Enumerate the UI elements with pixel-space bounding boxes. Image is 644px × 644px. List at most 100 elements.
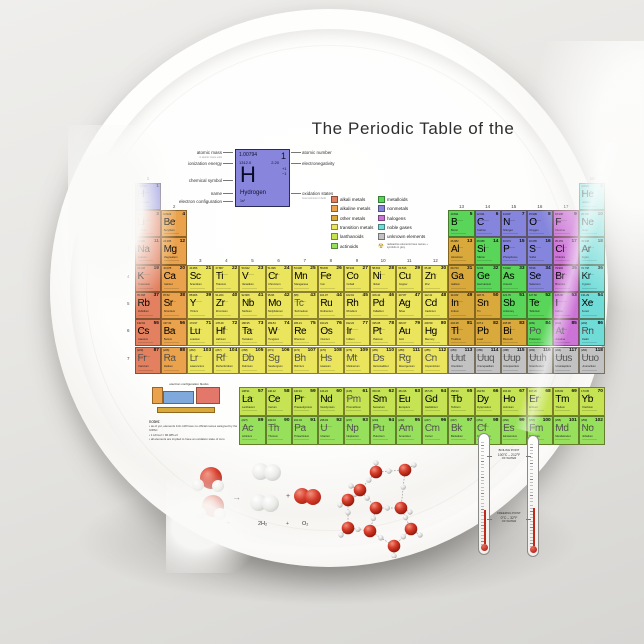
callout-atomic-mass: atomic mass bbox=[196, 150, 222, 155]
atomic-number: 106 bbox=[281, 348, 290, 353]
radioactive-icon: ☢ bbox=[378, 242, 384, 250]
element-cell-Na: 22.990 11 Na Sodium bbox=[135, 237, 162, 265]
element-name: Uranium bbox=[320, 434, 331, 438]
cell-detail-line bbox=[398, 356, 411, 358]
atomic-mass: 32.065 bbox=[528, 238, 537, 243]
element-symbol: Mn bbox=[294, 271, 308, 283]
element-symbol: N bbox=[503, 216, 510, 228]
atomic-mass: 30.974 bbox=[502, 238, 511, 243]
equation-plus: + bbox=[286, 521, 289, 527]
element-name: Caesium bbox=[137, 337, 149, 341]
group-label-13: 13 bbox=[458, 203, 464, 209]
element-symbol: Cs bbox=[137, 325, 150, 337]
element-cell-O: 15.999 8 O Oxygen bbox=[526, 210, 553, 238]
cell-detail-line bbox=[268, 274, 281, 276]
cell-detail-line bbox=[529, 328, 542, 330]
element-cell-Sc: 44.956 21 Sc Scandium bbox=[187, 264, 214, 292]
element-cell-Zn: 65.38 30 Zn Zinc bbox=[422, 264, 449, 292]
cell-detail-line bbox=[555, 246, 568, 248]
cell-detail-line bbox=[398, 274, 411, 276]
element-symbol: Rb bbox=[137, 298, 150, 310]
element-cell-Nb: 92.906 41 Nb Niobium bbox=[239, 291, 266, 320]
atomic-number: 34 bbox=[545, 266, 551, 272]
cell-detail-line bbox=[450, 246, 463, 248]
element-name: Argon bbox=[581, 255, 589, 259]
atomic-number: 97 bbox=[467, 417, 473, 423]
element-name: Indium bbox=[450, 310, 460, 314]
cell-detail-line bbox=[581, 301, 594, 303]
cell-detail-line bbox=[529, 246, 542, 248]
element-name: Gadolinium bbox=[424, 405, 439, 409]
element-name: Ununpentium bbox=[503, 365, 520, 368]
s-block bbox=[152, 387, 163, 404]
element-symbol: In bbox=[450, 298, 459, 310]
element-symbol: V bbox=[241, 271, 249, 283]
element-symbol: Ru bbox=[320, 298, 333, 310]
atomic-mass: (98) bbox=[293, 293, 299, 298]
element-symbol: Cu bbox=[398, 271, 411, 283]
element-symbol: La bbox=[241, 393, 253, 405]
element-cell-He: 4.0026 2 He Helium bbox=[579, 182, 606, 210]
legend-label: other metals bbox=[340, 215, 366, 221]
atomic-number: 28 bbox=[388, 266, 394, 272]
cell-detail-line bbox=[477, 356, 490, 358]
cell-detail-line bbox=[555, 396, 568, 398]
element-symbol: Rg bbox=[398, 353, 411, 364]
legend-label: lanthanoids bbox=[340, 234, 364, 240]
element-cell-Np: (237) 93 Np Neptunium bbox=[343, 416, 371, 445]
cell-detail-line bbox=[450, 356, 463, 358]
atomic-mass: 162.50 bbox=[476, 388, 485, 393]
element-name: Krypton bbox=[581, 283, 591, 287]
cell-detail-line bbox=[424, 274, 437, 276]
atomic-number: 64 bbox=[440, 388, 447, 394]
cell-detail-line bbox=[424, 301, 437, 303]
cell-detail-line bbox=[137, 356, 150, 358]
element-name: Chlorine bbox=[555, 255, 566, 259]
callout-line bbox=[223, 180, 233, 181]
atomic-mass: (280) bbox=[398, 348, 405, 352]
atomic-mass: 22.990 bbox=[137, 238, 145, 243]
cell-detail-line bbox=[163, 233, 179, 234]
atomic-number: 83 bbox=[519, 320, 525, 326]
element-name: Tin bbox=[477, 310, 481, 314]
cell-detail-line bbox=[398, 425, 411, 427]
element-symbol: Se bbox=[529, 271, 541, 283]
element-name: Iron bbox=[320, 283, 325, 287]
equation-o2-label: O₂ bbox=[302, 521, 309, 527]
legend-label: noble gases bbox=[387, 224, 412, 230]
element-cell-Uuo: (294) 118 Uuo Ununoctium bbox=[579, 346, 606, 374]
atomic-number: 76 bbox=[336, 320, 342, 326]
cell-detail-line bbox=[529, 396, 542, 398]
cell-detail-line bbox=[163, 314, 179, 316]
atomic-mass: 196.97 bbox=[398, 320, 407, 325]
note-item: 1 kJ/mol = 96.485 eV bbox=[149, 433, 239, 438]
cell-detail-line bbox=[372, 425, 385, 427]
atomic-number: 69 bbox=[571, 388, 577, 394]
cell-detail-line bbox=[424, 356, 437, 358]
element-symbol: F bbox=[555, 216, 562, 228]
callout-line bbox=[223, 152, 233, 153]
element-cell-Gd: 157.25 64 Gd Gadolinium bbox=[422, 387, 449, 416]
element-cell-Bi: 208.98 83 Bi Bismuth bbox=[500, 319, 527, 347]
element-name: Plutonium bbox=[372, 434, 385, 438]
element-name: Iodine bbox=[555, 310, 563, 314]
period-label-7: 7 bbox=[127, 355, 130, 361]
cell-detail-line bbox=[163, 356, 176, 358]
cell-detail-line bbox=[372, 287, 388, 289]
element-name: Ytterbium bbox=[581, 405, 594, 409]
element-cell-Bh: (272) 107 Bh Bohrium bbox=[291, 346, 318, 374]
atomic-number: 35 bbox=[571, 266, 577, 272]
callout-electronegativity: electronegativity bbox=[302, 161, 335, 166]
cell-detail-line bbox=[555, 233, 571, 234]
cell-detail-line bbox=[477, 425, 490, 427]
atomic-number: 102 bbox=[594, 417, 603, 423]
element-cell-Rf: (267) 104 Rf Rutherfordium bbox=[213, 346, 240, 374]
cell-detail-line bbox=[294, 425, 307, 427]
element-cell-Sg: (271) 106 Sg Seaborgium bbox=[265, 346, 292, 374]
cell-detail-line bbox=[294, 410, 310, 411]
hydrogen-atom bbox=[194, 507, 206, 519]
key-symbol: H bbox=[240, 162, 256, 187]
element-name: Neon bbox=[581, 228, 588, 232]
atomic-number: 82 bbox=[493, 320, 499, 326]
key-oxidation-negative: −1 bbox=[281, 171, 287, 176]
